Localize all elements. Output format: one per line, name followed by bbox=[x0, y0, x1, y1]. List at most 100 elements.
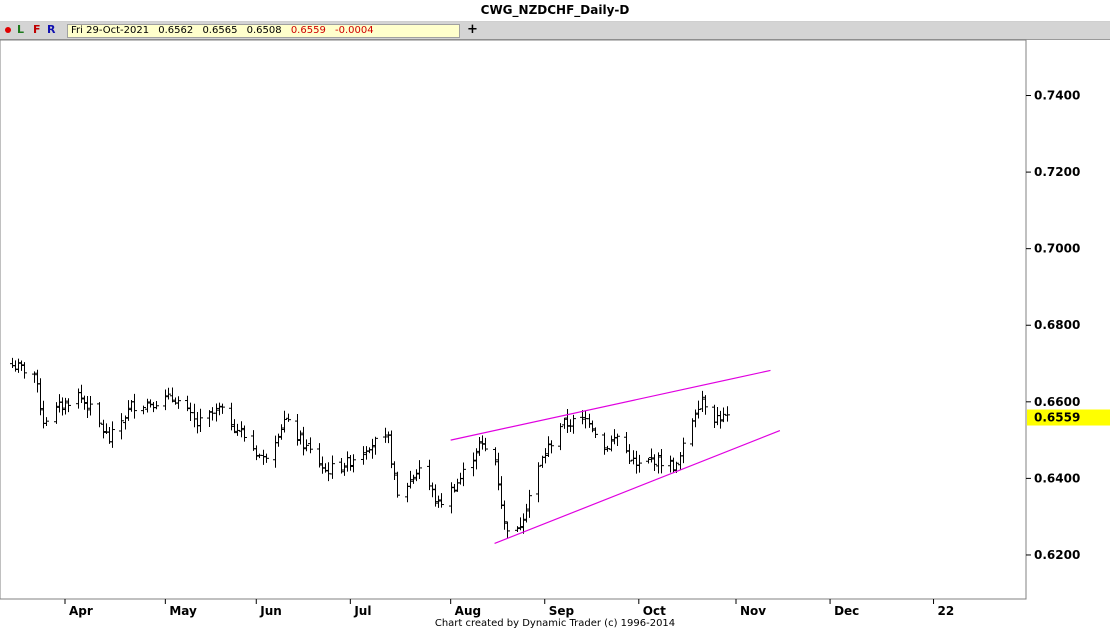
ohlc-bar bbox=[330, 455, 335, 479]
ohlc-bar bbox=[656, 452, 661, 474]
ohlc-bar bbox=[110, 421, 115, 448]
ohlc-bar bbox=[214, 403, 219, 422]
price-axis: 0.7400 0.7200 0.7000 0.6800 0.6600 0.6400 0.62… bbox=[1026, 89, 1110, 562]
x-tick-label: Aug bbox=[455, 604, 481, 618]
ohlc-bar bbox=[536, 462, 541, 503]
ohlc-bar bbox=[411, 474, 416, 484]
ohlc-bar bbox=[546, 436, 551, 458]
ohlc-bar bbox=[339, 458, 344, 474]
ohlc-bar bbox=[192, 403, 197, 428]
r-button[interactable]: R bbox=[47, 23, 56, 36]
ohlc-bar bbox=[678, 452, 683, 470]
ohlc-bar bbox=[474, 448, 479, 470]
plus-icon[interactable]: + bbox=[467, 22, 478, 37]
ohlc-bar bbox=[326, 462, 331, 482]
ohlc-bar bbox=[76, 388, 81, 409]
ohlc-bar bbox=[370, 438, 375, 459]
ohlc-bar bbox=[499, 476, 504, 509]
ohlc-bar bbox=[188, 402, 193, 422]
ohlc-bar bbox=[351, 454, 356, 473]
ohlc-bar bbox=[132, 393, 137, 419]
ohlc-bar bbox=[19, 360, 24, 371]
ohlc-bar bbox=[627, 444, 632, 465]
ohlc-bar bbox=[480, 435, 485, 450]
last-price-tag bbox=[1027, 409, 1110, 426]
ohlc-bar bbox=[593, 427, 598, 439]
ohlc-bar bbox=[13, 360, 18, 372]
ohlc-bar bbox=[615, 433, 620, 446]
ohlc-bar bbox=[254, 445, 259, 461]
f-button[interactable]: F bbox=[33, 23, 41, 36]
ohlc-bar bbox=[558, 423, 563, 451]
ohlc-bars bbox=[10, 357, 730, 539]
ohlc-bar bbox=[85, 395, 90, 418]
ohlc-bar bbox=[395, 471, 400, 498]
trendline bbox=[494, 429, 781, 545]
ohlc-bar bbox=[97, 402, 102, 428]
ohlc-bar bbox=[317, 443, 322, 468]
ohlc-bar bbox=[154, 401, 159, 410]
ohlc-bar bbox=[119, 413, 124, 440]
ohlc-bar bbox=[668, 455, 673, 473]
trendlines bbox=[450, 369, 781, 545]
ohlc-bar bbox=[389, 430, 394, 469]
ohlc-bar bbox=[242, 425, 247, 442]
ohlc-bar bbox=[562, 417, 567, 429]
ohlc-bar bbox=[433, 484, 438, 507]
ohlc-bar bbox=[477, 437, 482, 456]
ohlc-bar bbox=[590, 420, 595, 433]
ohlc-bar bbox=[609, 435, 614, 452]
ohlc-bar bbox=[210, 407, 215, 421]
ohlc-bar bbox=[471, 452, 476, 477]
record-dot-icon[interactable] bbox=[5, 27, 11, 33]
ohlc-bar bbox=[342, 462, 347, 476]
ohlc-bar bbox=[652, 454, 657, 471]
ohlc-bar bbox=[10, 357, 15, 368]
chart-title: CWG_NZDCHF_Daily-D bbox=[480, 3, 630, 17]
ohlc-bar bbox=[166, 387, 171, 400]
ohlc-readout: Fri 29-Oct-2021 0.6562 0.6565 0.6508 0.6… bbox=[67, 24, 460, 38]
ohlc-bar bbox=[455, 478, 460, 492]
ohlc-bar bbox=[60, 397, 65, 416]
ohlc-bar bbox=[493, 447, 498, 466]
ohlc-bar bbox=[452, 483, 457, 493]
ohlc-bar bbox=[279, 424, 284, 440]
ohlc-bar bbox=[703, 395, 708, 415]
ohlc-bar bbox=[286, 413, 291, 422]
ohlc-bar bbox=[82, 395, 87, 410]
x-tick-label: Jul bbox=[353, 604, 371, 618]
ohlc-bar bbox=[527, 489, 532, 518]
l-button[interactable]: L bbox=[17, 23, 25, 36]
ohlc-bar bbox=[386, 431, 391, 444]
ohlc-bar bbox=[301, 426, 306, 456]
ohlc-bar bbox=[693, 409, 698, 428]
ohlc-bar bbox=[725, 406, 730, 422]
ohlc-bar bbox=[436, 495, 441, 508]
ohlc-bar bbox=[151, 402, 156, 413]
ohlc-bar bbox=[524, 503, 529, 523]
ohlc-high: 0.6565 bbox=[202, 25, 238, 36]
ohlc-bar bbox=[141, 405, 146, 415]
ohlc-bar bbox=[185, 395, 190, 412]
x-tick-label: Nov bbox=[740, 604, 766, 618]
ohlc-bar bbox=[176, 396, 181, 409]
ohlc-bar bbox=[637, 454, 642, 473]
ohlc-bar bbox=[521, 513, 526, 534]
footer-credit: Chart created by Dynamic Trader (c) 1996… bbox=[434, 618, 676, 629]
ohlc-bar bbox=[145, 398, 150, 413]
ohlc-close: 0.6559 bbox=[290, 25, 326, 36]
ohlc-bar bbox=[700, 390, 705, 413]
ohlc-bar bbox=[721, 407, 726, 423]
ohlc-bar bbox=[251, 430, 256, 451]
ohlc-bar bbox=[580, 410, 585, 425]
ohlc-bar bbox=[264, 453, 269, 463]
ohlc-bar bbox=[345, 451, 350, 472]
ohlc-bar bbox=[57, 394, 62, 413]
ohlc-bar bbox=[298, 430, 303, 445]
y-tick-label: 0.7200 bbox=[1034, 165, 1080, 179]
ohlc-change: -0.0004 bbox=[335, 25, 374, 36]
y-tick-label: 0.7400 bbox=[1034, 89, 1080, 103]
last-price-label: 0.6559 bbox=[1034, 411, 1080, 425]
x-tick-label: May bbox=[169, 604, 197, 618]
